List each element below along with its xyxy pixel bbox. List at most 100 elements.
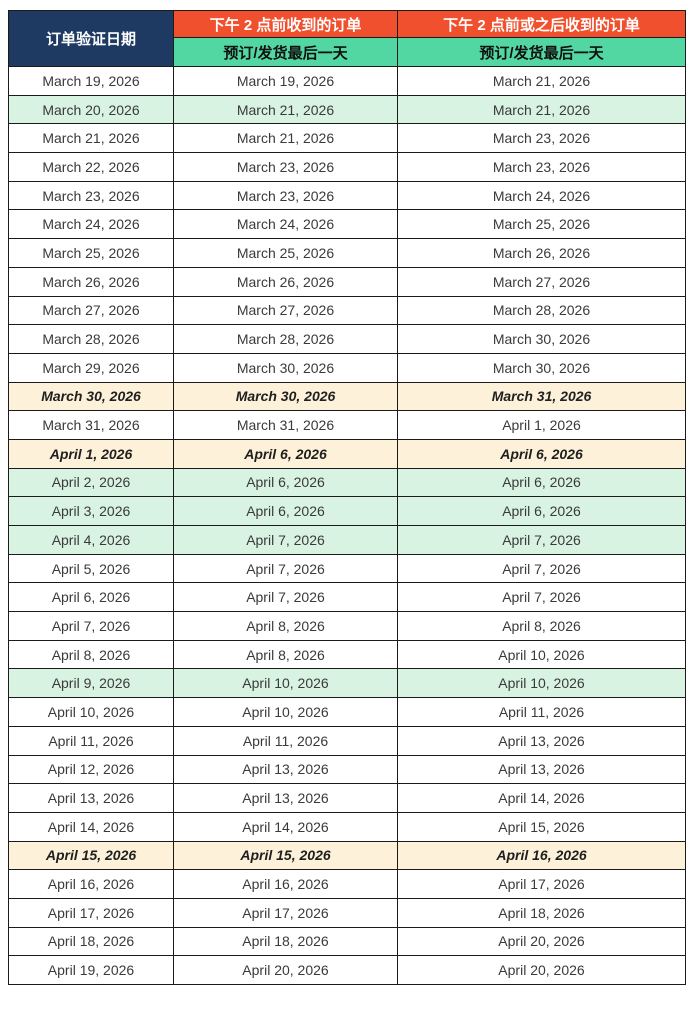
date-cell-verification: April 7, 2026 bbox=[8, 611, 174, 641]
date-cell-verification: April 13, 2026 bbox=[8, 783, 174, 813]
date-cell-before2pm: April 6, 2026 bbox=[173, 438, 398, 469]
date-cell-after2pm: April 13, 2026 bbox=[397, 725, 686, 756]
date-cell-after2pm: April 7, 2026 bbox=[397, 582, 686, 613]
date-cell-before2pm: April 13, 2026 bbox=[173, 754, 398, 785]
date-cell-verification: April 17, 2026 bbox=[8, 897, 174, 928]
date-cell-after2pm: March 28, 2026 bbox=[397, 295, 686, 326]
table-row: April 12, 2026 April 13, 2026 April 13, 20… bbox=[8, 754, 686, 785]
table-row: April 13, 2026 April 13, 2026 April 14, 20… bbox=[8, 783, 686, 813]
date-cell-verification: March 19, 2026 bbox=[8, 66, 174, 96]
table-row: April 1, 2026 April 6, 2026 April 6, 2026 bbox=[8, 438, 686, 469]
date-cell-verification: April 11, 2026 bbox=[8, 725, 174, 756]
date-cell-before2pm: April 8, 2026 bbox=[173, 639, 398, 670]
date-cell-after2pm: March 21, 2026 bbox=[397, 94, 686, 125]
date-cell-verification: March 24, 2026 bbox=[8, 209, 174, 240]
table-row: March 30, 2026 March 30, 2026 March 31, 20… bbox=[8, 381, 686, 412]
date-cell-verification: April 9, 2026 bbox=[8, 668, 174, 699]
date-cell-verification: March 29, 2026 bbox=[8, 352, 174, 383]
table-row: March 19, 2026 March 19, 2026 March 21, 20… bbox=[8, 66, 686, 96]
date-cell-verification: March 27, 2026 bbox=[8, 295, 174, 326]
date-cell-verification: April 1, 2026 bbox=[8, 438, 174, 469]
date-cell-after2pm: April 18, 2026 bbox=[397, 897, 686, 928]
date-cell-before2pm: March 21, 2026 bbox=[173, 94, 398, 125]
date-cell-verification: March 30, 2026 bbox=[8, 381, 174, 412]
table-row: April 5, 2026 April 7, 2026 April 7, 2026 bbox=[8, 553, 686, 584]
date-cell-before2pm: March 25, 2026 bbox=[173, 238, 398, 268]
date-cell-before2pm: March 30, 2026 bbox=[173, 352, 398, 383]
date-cell-after2pm: April 6, 2026 bbox=[397, 496, 686, 526]
date-cell-before2pm: March 28, 2026 bbox=[173, 324, 398, 354]
date-cell-after2pm: April 10, 2026 bbox=[397, 639, 686, 670]
date-cell-before2pm: March 27, 2026 bbox=[173, 295, 398, 326]
order-shipping-schedule-table: 订单验证日期 下午 2 点前收到的订单 下午 2 点前或之后收到的订单 预订/发… bbox=[8, 10, 686, 985]
table-row: March 26, 2026 March 26, 2026 March 27, 20… bbox=[8, 266, 686, 297]
date-cell-before2pm: April 7, 2026 bbox=[173, 525, 398, 555]
date-cell-verification: April 8, 2026 bbox=[8, 639, 174, 670]
subheader-last-day-booking-shipping-before-2pm: 预订/发货最后一天 bbox=[173, 37, 398, 67]
table-row: April 7, 2026 April 8, 2026 April 8, 2026 bbox=[8, 611, 686, 641]
date-cell-after2pm: April 13, 2026 bbox=[397, 754, 686, 785]
date-cell-verification: April 19, 2026 bbox=[8, 955, 174, 985]
date-cell-after2pm: April 1, 2026 bbox=[397, 410, 686, 440]
date-cell-verification: April 5, 2026 bbox=[8, 553, 174, 584]
table-row: March 27, 2026 March 27, 2026 March 28, 20… bbox=[8, 295, 686, 326]
date-cell-before2pm: March 19, 2026 bbox=[173, 66, 398, 96]
col-header-orders-before-2pm: 下午 2 点前收到的订单 bbox=[173, 10, 398, 38]
date-cell-before2pm: March 23, 2026 bbox=[173, 180, 398, 211]
date-cell-before2pm: April 13, 2026 bbox=[173, 783, 398, 813]
date-cell-verification: April 15, 2026 bbox=[8, 840, 174, 871]
date-cell-verification: April 2, 2026 bbox=[8, 467, 174, 498]
date-cell-verification: March 28, 2026 bbox=[8, 324, 174, 354]
date-cell-after2pm: April 7, 2026 bbox=[397, 553, 686, 584]
table-row: March 24, 2026 March 24, 2026 March 25, 20… bbox=[8, 209, 686, 240]
table-row: April 3, 2026 April 6, 2026 April 6, 2026 bbox=[8, 496, 686, 526]
date-cell-verification: March 23, 2026 bbox=[8, 180, 174, 211]
date-cell-verification: March 21, 2026 bbox=[8, 123, 174, 154]
table-row: April 19, 2026 April 20, 2026 April 20, 20… bbox=[8, 955, 686, 985]
header-row-main: 订单验证日期 下午 2 点前收到的订单 下午 2 点前或之后收到的订单 bbox=[8, 10, 686, 67]
date-cell-after2pm: April 20, 2026 bbox=[397, 955, 686, 985]
date-cell-after2pm: March 24, 2026 bbox=[397, 180, 686, 211]
table-row: April 2, 2026 April 6, 2026 April 6, 2026 bbox=[8, 467, 686, 498]
date-cell-verification: March 22, 2026 bbox=[8, 152, 174, 182]
date-cell-before2pm: April 6, 2026 bbox=[173, 467, 398, 498]
date-cell-verification: March 31, 2026 bbox=[8, 410, 174, 440]
date-cell-after2pm: April 17, 2026 bbox=[397, 869, 686, 899]
date-cell-before2pm: April 20, 2026 bbox=[173, 955, 398, 985]
table-row: March 23, 2026 March 23, 2026 March 24, 20… bbox=[8, 180, 686, 211]
date-cell-before2pm: April 7, 2026 bbox=[173, 582, 398, 613]
date-cell-before2pm: April 6, 2026 bbox=[173, 496, 398, 526]
date-cell-verification: April 16, 2026 bbox=[8, 869, 174, 899]
table-row: March 22, 2026 March 23, 2026 March 23, 20… bbox=[8, 152, 686, 182]
date-cell-before2pm: April 17, 2026 bbox=[173, 897, 398, 928]
table-row: April 8, 2026 April 8, 2026 April 10, 2026 bbox=[8, 639, 686, 670]
date-cell-before2pm: March 21, 2026 bbox=[173, 123, 398, 154]
col-header-order-verification-date: 订单验证日期 bbox=[8, 10, 174, 67]
date-cell-before2pm: March 30, 2026 bbox=[173, 381, 398, 412]
date-cell-after2pm: April 11, 2026 bbox=[397, 697, 686, 727]
date-cell-before2pm: March 24, 2026 bbox=[173, 209, 398, 240]
table-row: March 28, 2026 March 28, 2026 March 30, 20… bbox=[8, 324, 686, 354]
date-cell-verification: April 10, 2026 bbox=[8, 697, 174, 727]
date-cell-before2pm: April 10, 2026 bbox=[173, 668, 398, 699]
date-cell-after2pm: March 25, 2026 bbox=[397, 209, 686, 240]
table-row: April 17, 2026 April 17, 2026 April 18, 20… bbox=[8, 897, 686, 928]
table-row: April 11, 2026 April 11, 2026 April 13, 20… bbox=[8, 725, 686, 756]
table-row: April 18, 2026 April 18, 2026 April 20, 20… bbox=[8, 926, 686, 957]
date-cell-verification: April 6, 2026 bbox=[8, 582, 174, 613]
date-cell-after2pm: March 26, 2026 bbox=[397, 238, 686, 268]
table-row: April 4, 2026 April 7, 2026 April 7, 2026 bbox=[8, 525, 686, 555]
date-cell-verification: April 18, 2026 bbox=[8, 926, 174, 957]
date-cell-after2pm: March 21, 2026 bbox=[397, 66, 686, 96]
date-cell-after2pm: April 8, 2026 bbox=[397, 611, 686, 641]
date-cell-verification: March 25, 2026 bbox=[8, 238, 174, 268]
date-cell-after2pm: March 23, 2026 bbox=[397, 152, 686, 182]
date-cell-after2pm: April 6, 2026 bbox=[397, 467, 686, 498]
date-cell-verification: March 26, 2026 bbox=[8, 266, 174, 297]
table-row: March 29, 2026 March 30, 2026 March 30, 20… bbox=[8, 352, 686, 383]
date-cell-before2pm: March 26, 2026 bbox=[173, 266, 398, 297]
table-row: March 25, 2026 March 25, 2026 March 26, 20… bbox=[8, 238, 686, 268]
table-row: April 9, 2026 April 10, 2026 April 10, 202… bbox=[8, 668, 686, 699]
date-cell-before2pm: April 7, 2026 bbox=[173, 553, 398, 584]
